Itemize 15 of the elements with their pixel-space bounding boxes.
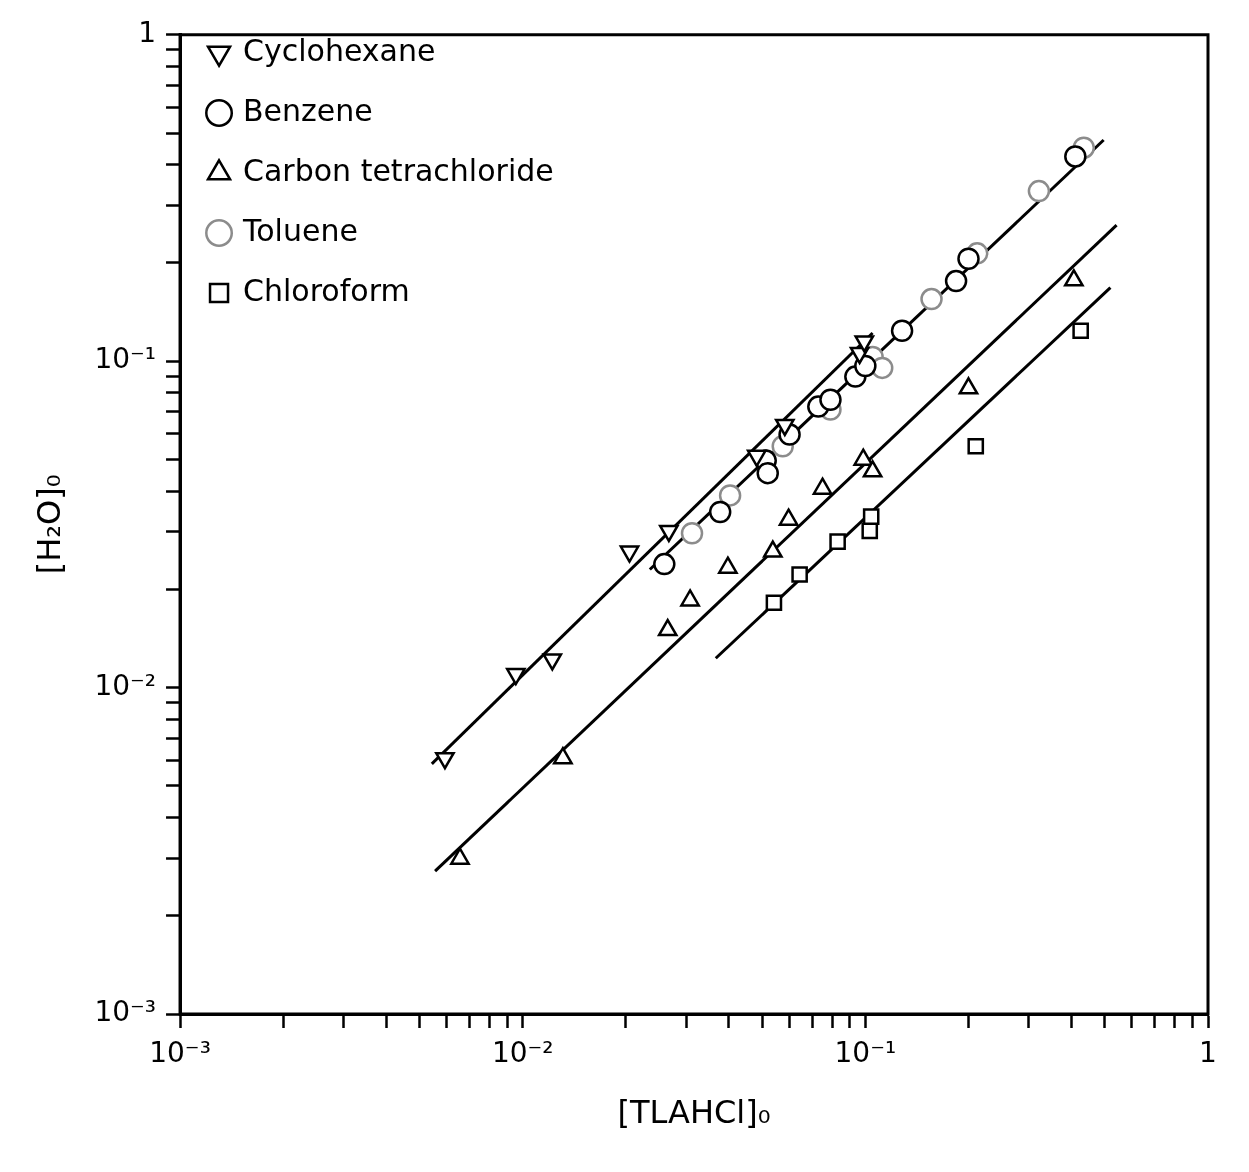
x-tick-label: 1 <box>1199 1036 1217 1070</box>
x-tick-label: 10⁻³ <box>149 1036 211 1070</box>
x-tick-label: 10⁻² <box>491 1036 554 1070</box>
x-axis-title: [TLAHCl]₀ <box>617 1093 771 1132</box>
y-axis-title: [H₂O]₀ <box>29 474 68 575</box>
legend-label: Carbon tetrachloride <box>243 152 554 188</box>
legend-label: Chloroform <box>243 272 410 308</box>
y-tick-label: 1 <box>138 16 157 50</box>
y-tick-label: 10⁻¹ <box>94 342 157 376</box>
y-tick-label: 10⁻³ <box>94 995 157 1029</box>
x-tick-label: 10⁻¹ <box>834 1036 897 1070</box>
y-tick-label: 10⁻² <box>94 668 157 702</box>
legend-label: Benzene <box>243 92 373 128</box>
legend-label: Cyclohexane <box>243 32 436 68</box>
legend-label: Toluene <box>242 212 358 248</box>
